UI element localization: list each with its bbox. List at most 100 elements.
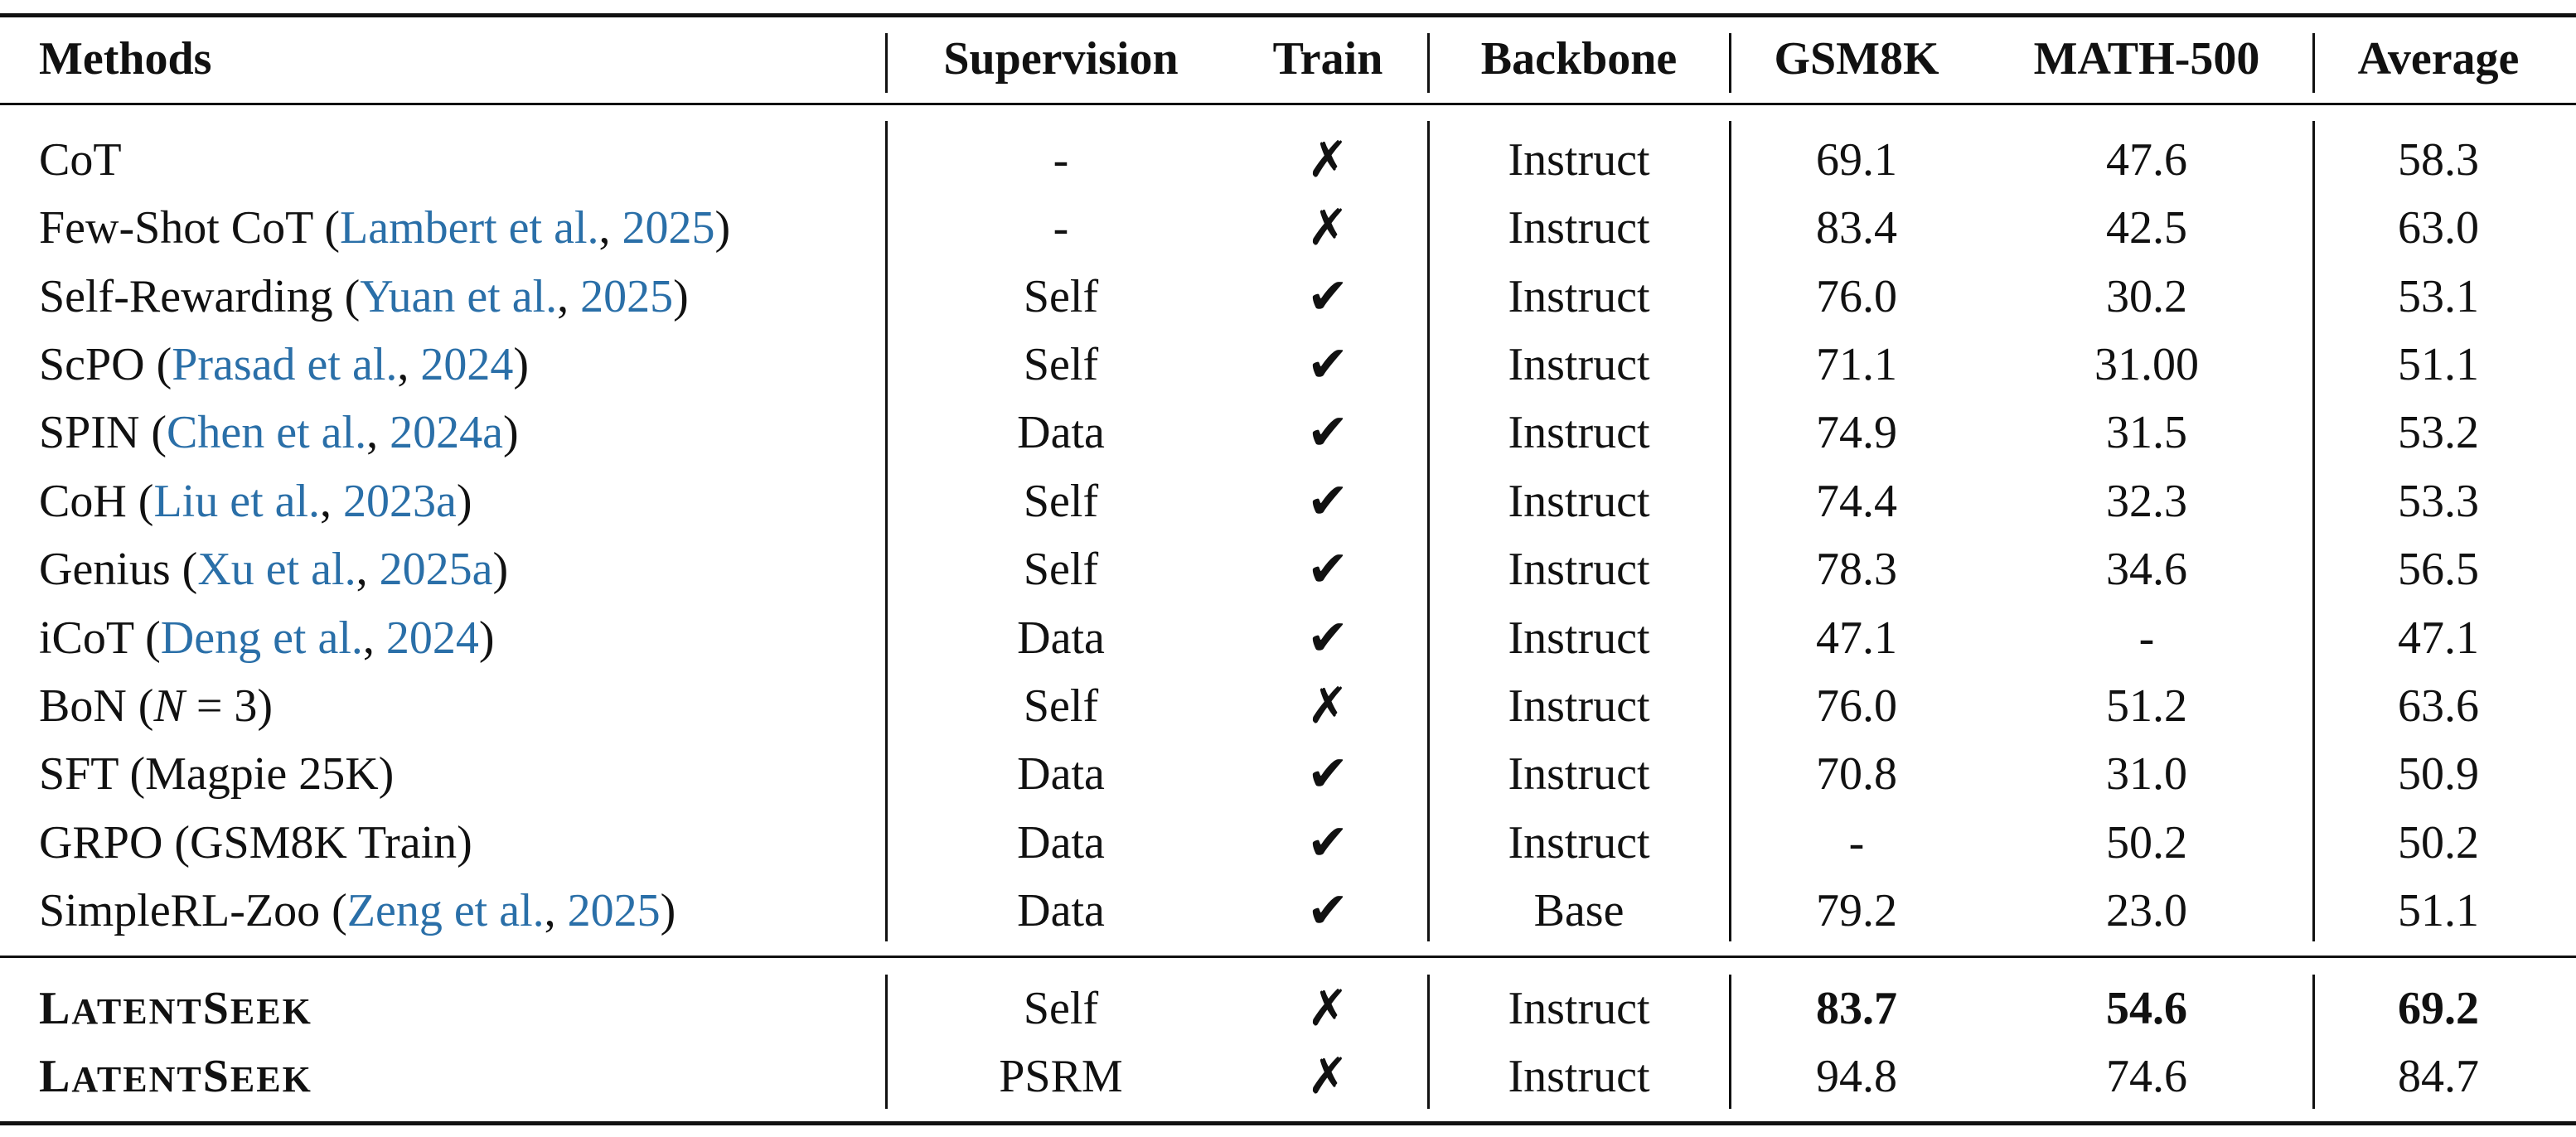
smallcaps-glyph: E	[123, 1059, 149, 1100]
gsm8k-cell: 71.1	[1816, 339, 1897, 390]
method-name-smallcaps: LATENTSEEK	[39, 1051, 312, 1102]
table-row: iCoT (Deng et al., 2024) Data ✔ Instruct 47.…	[0, 604, 2576, 672]
gsm8k-cell: 70.8	[1816, 748, 1897, 800]
citation-authors: Zeng et al.	[346, 885, 545, 936]
backbone-cell: Instruct	[1508, 407, 1650, 458]
smallcaps-glyph: N	[148, 991, 177, 1032]
citation-year: 2025	[622, 202, 715, 254]
average-cell: 53.1	[2398, 271, 2479, 322]
method-name: Self-Rewarding	[39, 271, 333, 322]
smallcaps-glyph: S	[202, 983, 230, 1034]
cite-close: )	[673, 271, 689, 322]
method-name-latentseek: LatentSeekLATENTSEEK	[39, 1043, 312, 1110]
method-name: CoH	[39, 476, 127, 527]
backbone-cell: Instruct	[1508, 612, 1650, 664]
supervision-cell: Self	[1023, 544, 1099, 595]
vline-methods-header	[885, 33, 888, 93]
check-icon: ✔	[1306, 609, 1349, 667]
check-icon: ✔	[1306, 404, 1349, 462]
method-cell: iCoT (Deng et al., 2024)	[39, 604, 495, 672]
method-cell: Few-Shot CoT (Lambert et al., 2025)	[39, 194, 730, 262]
cite-open: (	[312, 202, 340, 254]
average-cell: 50.2	[2398, 817, 2479, 868]
smallcaps-glyph: T	[177, 991, 203, 1032]
method-cell: ScPO (Prasad et al., 2024)	[39, 331, 529, 399]
method-cell: Genius (Xu et al., 2025a)	[39, 535, 508, 603]
header-row: Methods Supervision Train Backbone GSM8K…	[0, 25, 2576, 93]
supervision-cell: Self	[1023, 339, 1099, 390]
math500-cell: 51.2	[2106, 680, 2187, 732]
table-row: Few-Shot CoT (Lambert et al., 2025) - ✗ Ins…	[0, 194, 2576, 262]
backbone-cell: Instruct	[1508, 202, 1650, 254]
method-cell: GRPO (GSM8K Train)	[39, 809, 472, 877]
cross-icon: ✗	[1306, 677, 1349, 735]
smallcaps-glyph: E	[256, 991, 283, 1032]
cite-close: )	[456, 476, 472, 527]
smallcaps-glyph: T	[177, 1059, 203, 1100]
vline-train-body	[1427, 121, 1430, 941]
check-icon: ✔	[1306, 472, 1349, 530]
method-name: ScPO	[39, 339, 145, 390]
cite-close: )	[502, 407, 519, 458]
table-row: CoT - ✗ Instruct 69.1 47.6 58.3	[0, 126, 2576, 194]
citation-authors: Deng et al.	[160, 612, 363, 664]
gsm8k-cell: 74.4	[1816, 476, 1897, 527]
smallcaps-glyph: E	[123, 991, 149, 1032]
supervision-cell: Self	[1023, 680, 1099, 732]
check-icon: ✔	[1306, 745, 1349, 803]
supervision-cell: Data	[1017, 407, 1105, 458]
cite-sep: ,	[366, 407, 390, 458]
method-cell: SPIN (Chen et al., 2024a)	[39, 399, 519, 467]
backbone-cell: Instruct	[1508, 983, 1650, 1034]
cite-open: (	[139, 407, 167, 458]
smallcaps-glyph: A	[71, 1059, 97, 1100]
table-row: Genius (Xu et al., 2025a) Self ✔ Instruct 78…	[0, 535, 2576, 603]
method-name: iCoT	[39, 612, 134, 664]
smallcaps-glyph: L	[39, 1051, 72, 1102]
math500-cell: 23.0	[2106, 885, 2187, 936]
citation-authors: Xu et al.	[197, 544, 356, 595]
method-name: SPIN	[39, 407, 140, 458]
math500-cell: 74.6	[2106, 1051, 2187, 1102]
smallcaps-glyph: S	[202, 1051, 230, 1102]
supervision-cell: Self	[1023, 271, 1099, 322]
vline-methods-body	[885, 121, 888, 941]
smallcaps-glyph: T	[96, 991, 123, 1032]
average-cell: 50.9	[2398, 748, 2479, 800]
method-name: SFT (Magpie 25K)	[39, 748, 395, 800]
citation-authors: Prasad et al.	[172, 339, 398, 390]
method-name: Few-Shot CoT	[39, 202, 313, 254]
average-cell: 53.3	[2398, 476, 2479, 527]
gsm8k-cell: 83.7	[1816, 983, 1897, 1034]
gsm8k-cell: -	[1848, 817, 1865, 868]
math500-cell: -	[2138, 612, 2155, 664]
header-supervision: Supervision	[943, 33, 1179, 85]
table-row: GRPO (GSM8K Train) Data ✔ Instruct - 50.2 50.2	[0, 809, 2576, 877]
average-cell: 51.1	[2398, 885, 2479, 936]
header-train: Train	[1272, 33, 1383, 85]
math500-cell: 42.5	[2106, 202, 2187, 254]
check-icon: ✔	[1306, 336, 1349, 394]
math500-cell: 31.0	[2106, 748, 2187, 800]
check-icon: ✔	[1306, 882, 1349, 940]
supervision-cell: PSRM	[999, 1051, 1123, 1102]
vline-train-header	[1427, 33, 1430, 93]
citation-authors: Chen et al.	[167, 407, 367, 458]
cite-close: )	[660, 885, 676, 936]
backbone-cell: Instruct	[1508, 544, 1650, 595]
smallcaps-glyph: A	[71, 991, 97, 1032]
cite-sep: ,	[320, 476, 344, 527]
smallcaps-glyph: T	[96, 1059, 123, 1100]
citation-year: 2025	[567, 885, 661, 936]
table-row-ours: LatentSeekLATENTSEEK PSRM ✗ Instruct 94.8 74.…	[0, 1043, 2576, 1110]
gsm8k-cell: 69.1	[1816, 134, 1897, 186]
supervision-cell: Data	[1017, 885, 1105, 936]
vline-backbone-header	[1729, 33, 1731, 93]
backbone-cell: Instruct	[1508, 339, 1650, 390]
vline-math-ours	[2312, 975, 2315, 1109]
math500-cell: 31.00	[2094, 339, 2199, 390]
average-cell: 84.7	[2398, 1051, 2479, 1102]
method-cell: BoN (N = 3)	[39, 672, 273, 740]
table-row: Self-Rewarding (Yuan et al., 2025) Self ✔ I…	[0, 263, 2576, 331]
